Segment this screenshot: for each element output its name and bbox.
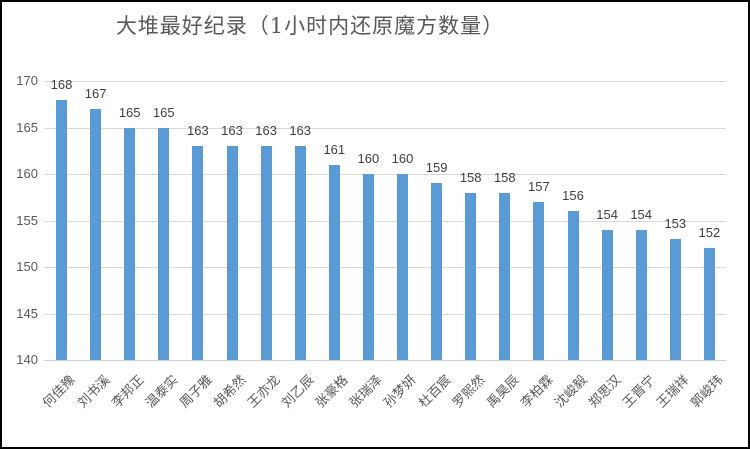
bar	[362, 174, 374, 360]
data-label: 163	[221, 123, 243, 139]
bar	[192, 146, 204, 360]
y-tick-label: 155	[16, 213, 38, 228]
data-label: 167	[84, 85, 107, 101]
bar	[226, 146, 238, 360]
bar	[499, 192, 511, 360]
data-label: 161	[323, 141, 346, 157]
gridline	[44, 267, 726, 268]
x-axis-line	[44, 360, 726, 361]
data-label: 163	[187, 123, 209, 139]
bar	[669, 239, 681, 360]
bar	[56, 99, 67, 360]
y-tick-label: 160	[16, 166, 38, 181]
data-label: 153	[664, 216, 687, 232]
bar	[328, 164, 340, 360]
gridline	[44, 174, 726, 175]
bar	[465, 192, 477, 360]
data-label: 163	[289, 123, 312, 139]
chart-title: 大堆最好纪录（1小时内还原魔方数量）	[115, 14, 505, 38]
bar	[397, 174, 408, 360]
bar	[533, 201, 545, 360]
data-label: 158	[459, 169, 482, 185]
gridline	[44, 221, 726, 222]
data-label: 154	[596, 206, 618, 222]
data-label: 154	[630, 206, 653, 222]
data-label: 159	[425, 160, 448, 176]
bar	[703, 248, 715, 360]
data-label: 165	[118, 104, 141, 120]
y-tick-label: 165	[16, 120, 38, 135]
y-tick-label: 170	[16, 73, 38, 88]
data-label: 165	[152, 104, 175, 120]
y-tick-label: 150	[16, 259, 38, 274]
data-label: 160	[357, 151, 380, 166]
data-label: 157	[528, 178, 550, 194]
data-label: 168	[50, 76, 73, 92]
bar	[90, 108, 102, 360]
gridline	[44, 314, 726, 315]
data-label: 158	[493, 169, 516, 185]
y-tick-label: 145	[16, 306, 38, 321]
data-label: 156	[562, 188, 584, 204]
gridline	[44, 81, 726, 82]
gridline	[44, 128, 726, 129]
data-label: 160	[391, 151, 414, 166]
bar	[124, 127, 136, 360]
bar	[601, 229, 613, 360]
data-label: 152	[698, 225, 721, 241]
data-label: 163	[255, 123, 277, 139]
bar	[294, 146, 306, 360]
bar	[260, 146, 272, 360]
bar	[635, 229, 647, 360]
y-tick-label: 140	[16, 352, 38, 367]
bar	[431, 183, 443, 360]
bar	[567, 211, 579, 360]
bar	[158, 127, 170, 360]
